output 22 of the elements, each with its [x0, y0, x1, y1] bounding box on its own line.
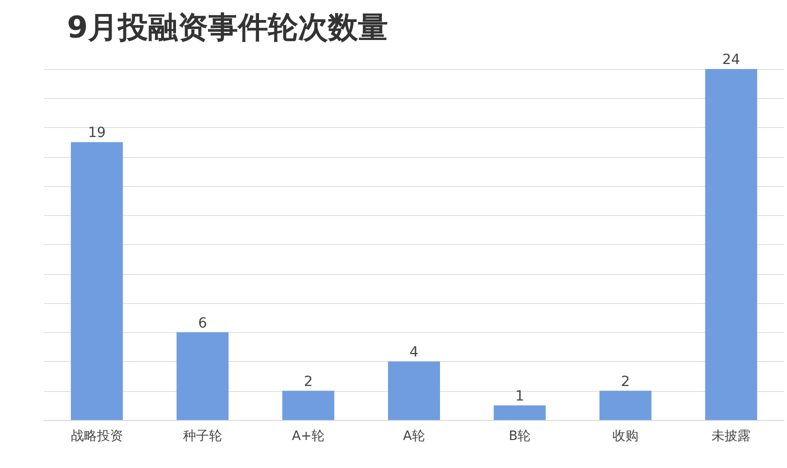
data-label: 6	[198, 315, 208, 332]
bar	[282, 390, 334, 420]
x-tick-label: 收购	[612, 429, 638, 444]
x-tick-label: B轮	[508, 429, 531, 444]
bar	[705, 69, 758, 420]
data-label: 4	[410, 344, 419, 360]
bar	[599, 390, 652, 420]
bar	[70, 142, 123, 420]
bar	[176, 332, 229, 420]
data-label: 1	[515, 388, 524, 404]
data-label: 2	[620, 374, 630, 390]
x-tick-label: 种子轮	[183, 429, 222, 444]
x-tick-label: 战略投资	[70, 429, 123, 444]
bar	[388, 362, 440, 420]
chart-title: 9月投融资事件轮次数量	[67, 10, 388, 46]
data-label: 24	[722, 52, 740, 68]
x-tick-label: 未披露	[712, 429, 751, 444]
x-tick-label: A轮	[403, 429, 425, 444]
data-label: 2	[304, 374, 313, 390]
bar	[494, 405, 546, 420]
data-label: 19	[88, 125, 106, 142]
x-tick-label: A+轮	[292, 429, 325, 444]
